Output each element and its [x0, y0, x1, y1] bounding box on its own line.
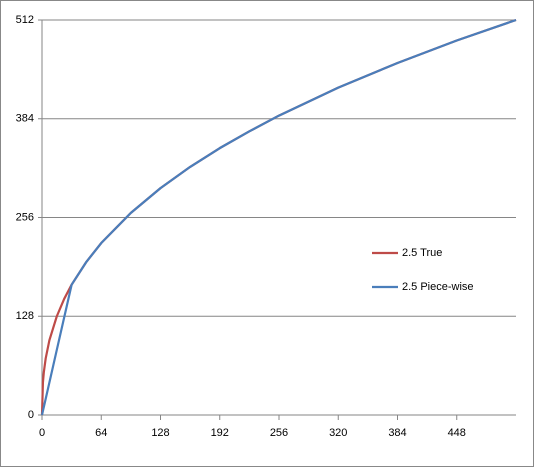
x-tick-label: 320 — [329, 427, 347, 439]
legend-label: 2.5 Piece-wise — [402, 281, 474, 293]
x-tick-label: 0 — [39, 427, 45, 439]
y-tick-label: 512 — [16, 14, 34, 26]
legend-label: 2.5 True — [402, 247, 442, 259]
x-tick-label: 128 — [151, 427, 169, 439]
x-tick-label: 256 — [270, 427, 288, 439]
x-tick-label: 448 — [448, 427, 466, 439]
x-tick-label: 192 — [211, 427, 229, 439]
y-tick-label: 384 — [16, 113, 34, 125]
x-tick-label: 64 — [95, 427, 107, 439]
y-tick-label: 0 — [28, 409, 34, 421]
x-tick-label: 384 — [388, 427, 406, 439]
y-tick-label: 128 — [16, 310, 34, 322]
y-tick-label: 256 — [16, 211, 34, 223]
series-line — [40, 18, 517, 416]
